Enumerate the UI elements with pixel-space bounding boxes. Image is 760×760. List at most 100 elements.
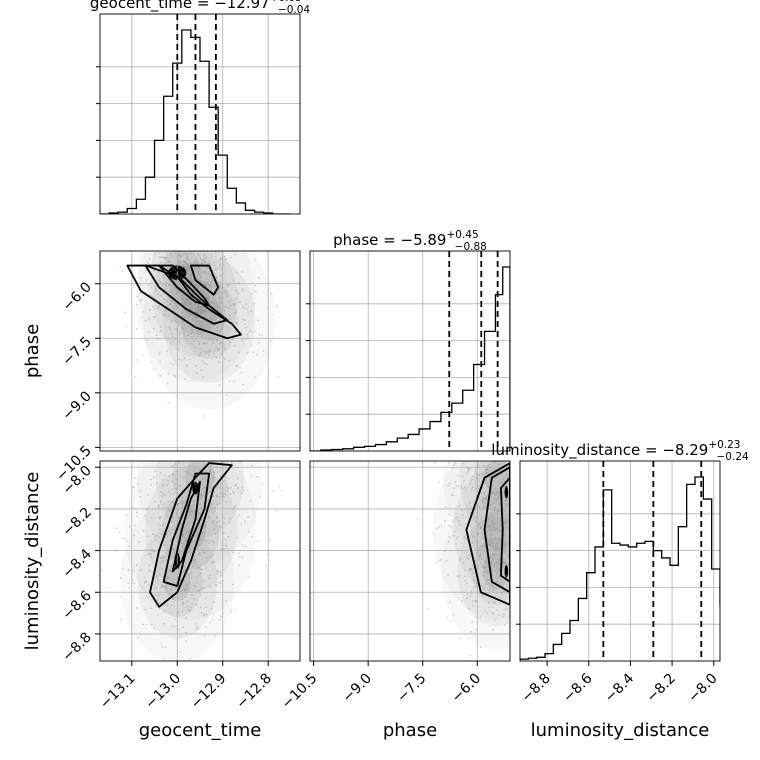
scatter-point [214,251,217,254]
scatter-point [470,571,473,574]
scatter-point [507,497,509,500]
scatter-point [167,260,170,263]
scatter-point [524,497,526,499]
contour-line [162,472,210,587]
scatter-point [177,239,179,241]
scatter-point [175,536,178,539]
scatter-point [206,296,209,299]
scatter-point [199,554,202,557]
scatter-point [485,531,488,534]
scatter-point [210,224,212,226]
scatter-point [239,367,241,369]
scatter-point [209,621,212,624]
scatter-point [548,585,550,587]
scatter-point [135,303,138,306]
scatter-point [162,523,165,526]
scatter-point [196,332,198,335]
scatter-point [155,288,157,290]
scatter-point [181,542,184,544]
scatter-point [142,311,144,313]
scatter-point [208,285,211,288]
scatter-point [241,340,244,343]
scatter-point [203,551,206,554]
scatter-point [149,555,152,558]
scatter-point [188,514,191,517]
scatter-point [511,493,513,495]
scatter-point [225,394,228,397]
scatter-point [181,550,184,553]
scatter-point [533,494,535,496]
scatter-point [195,257,197,260]
scatter-point [468,468,471,470]
scatter-point [196,371,199,374]
scatter-point [220,302,223,305]
scatter-point [157,224,159,226]
scatter-point [237,351,240,354]
scatter-point [211,279,214,282]
scatter-point [511,575,513,577]
scatter-point [499,581,502,584]
scatter-point [470,488,473,491]
scatter-point [181,294,184,297]
scatter-point [169,493,172,496]
scatter-point [212,613,215,615]
scatter-point [235,321,238,324]
scatter-point [233,492,236,495]
scatter-point [276,315,279,318]
scatter-point [123,537,126,540]
scatter-point [517,510,519,512]
scatter-point [490,534,493,537]
scatter-point [220,483,222,485]
scatter-point [196,430,198,432]
scatter-point [467,554,470,556]
scatter-point [199,324,202,327]
scatter-point [229,256,232,259]
scatter-point [512,511,514,513]
scatter-point [170,539,172,541]
scatter-point [521,536,523,538]
scatter-point [250,535,253,538]
scatter-point [504,500,507,502]
scatter-point [108,587,111,590]
frame-layer [95,13,721,666]
scatter-point [268,553,271,556]
scatter-point [195,452,197,454]
scatter-point [485,556,488,559]
scatter-point [135,511,138,514]
scatter-point [504,494,506,497]
scatter-point [203,493,206,496]
scatter-point [196,441,198,443]
ytick-label-luminosity_distance: −8.4 [59,546,94,581]
scatter-point [173,374,176,376]
scatter-point [480,558,483,561]
scatter-point [438,425,440,427]
scatter-point [170,625,173,628]
histogram-phase [310,266,510,451]
scatter-point [154,539,157,542]
scatter-point [171,521,173,523]
scatter-point [157,506,160,509]
scatter-point [165,585,168,588]
scatter-point [169,570,172,572]
scatter-point [506,554,509,556]
scatter-point [479,553,482,556]
scatter-point [198,503,201,506]
scatter-point [181,601,184,604]
scatter-point [220,286,223,289]
scatter-point [511,497,513,499]
scatter-point [516,566,518,568]
scatter-point [254,258,257,261]
scatter-point [161,586,164,588]
scatter-point [529,529,531,531]
scatter-point [478,453,480,455]
scatter-point [210,317,213,320]
scatter-point [524,504,526,506]
scatter-point [236,290,239,293]
scatter-point [185,640,188,643]
scatter-point [529,509,531,511]
scatter-point [184,588,187,591]
scatter-point [490,495,493,498]
scatter-point [484,560,487,563]
scatter-point [507,563,510,566]
scatter-point [470,480,472,482]
